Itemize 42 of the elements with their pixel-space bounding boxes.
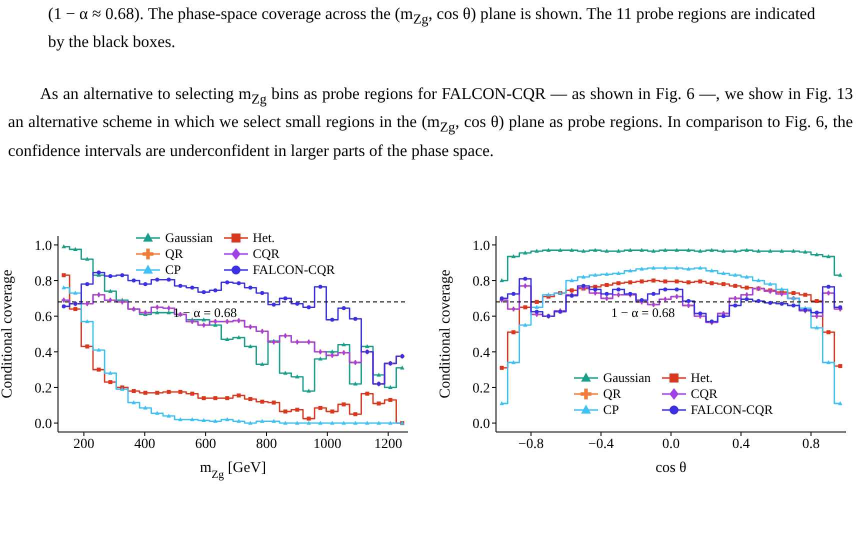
y-axis-title: Conditional coverage: [0, 269, 16, 398]
x-tick-label: 200: [73, 436, 94, 452]
x-axis-title: cos θ: [656, 460, 686, 476]
legend-label: Gaussian: [165, 230, 213, 246]
y-tick-label: 0.4: [34, 346, 52, 361]
y-tick-label: 0.6: [472, 310, 490, 326]
legend-label: FALCON-CQR: [252, 262, 335, 278]
legend-label: Het.: [252, 230, 275, 246]
ref-line-label: 1 − α = 0.68: [611, 304, 675, 320]
x-tick-label: −0.8: [518, 436, 544, 452]
legend-label: Het.: [690, 370, 713, 386]
x-tick-label: 0.8: [802, 436, 820, 452]
y-tick-label: 0.8: [34, 274, 52, 290]
text: (1 − α ≈ 0.68). The phase-space coverage across the (m$_{Zg}$, cos θ) plane is shown. The 11 probe regions are indicated by the black boxes.: [48, 4, 816, 52]
legend-label: CP: [165, 262, 182, 278]
legend-label: CQR: [252, 246, 280, 262]
x-tick-label: 1000: [313, 436, 342, 452]
y-tick-label: 1.0: [34, 238, 52, 254]
y-tick-label: 0.2: [34, 381, 52, 396]
x-tick-label: 0.0: [662, 436, 680, 452]
legend-label: CQR: [690, 386, 718, 402]
legend-label: Gaussian: [603, 370, 651, 386]
x-tick-label: 800: [256, 436, 277, 452]
y-tick-label: 0.6: [34, 310, 52, 326]
y-tick-label: 0.0: [34, 417, 52, 432]
x-tick-label: −0.4: [588, 436, 614, 452]
y-tick-label: 1.0: [472, 238, 490, 254]
legend-label: QR: [165, 246, 184, 262]
legend-label: FALCON-CQR: [690, 402, 773, 418]
text: As an alternative to selecting m$_{Zg}$ bins as probe regions for FALCON-CQR — as shown in Fig. 6 —, we show in Fig. 13 an alternative scheme in which we select small regions in the (m$_{Zg}$, cos θ) plane as probe regions. In comparison to Fig. 6, the confidence intervals are underconfident in larger parts of the phase space.: [8, 83, 853, 162]
legend-label: QR: [603, 386, 622, 402]
y-tick-label: 0.8: [472, 274, 490, 290]
y-tick-label: 0.2: [472, 381, 490, 396]
x-tick-label: 400: [134, 436, 156, 452]
y-axis-title: Conditional coverage: [437, 269, 454, 398]
x-tick-label: 0.4: [732, 436, 750, 452]
x-tick-label: 1200: [374, 436, 402, 452]
legend-label: CP: [603, 402, 620, 418]
y-tick-label: 0.4: [472, 346, 490, 361]
x-axis-title: m$_{Zg}$ [GeV]: [200, 460, 266, 481]
x-tick-label: 600: [195, 436, 216, 452]
y-tick-label: 0.0: [472, 417, 490, 432]
